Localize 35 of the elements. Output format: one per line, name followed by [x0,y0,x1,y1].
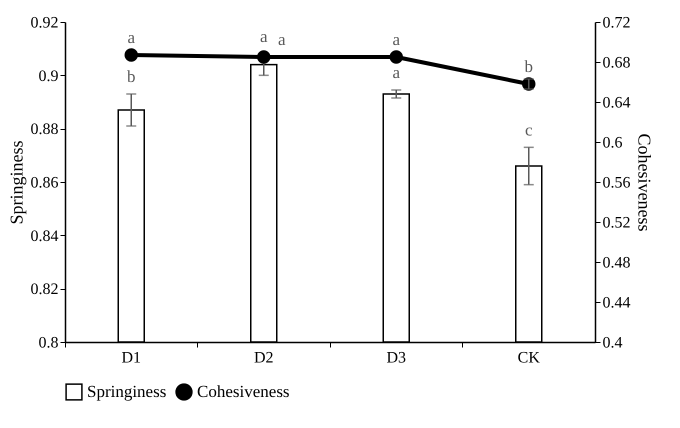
y2-tick-label: 0.72 [602,14,630,32]
point [257,50,270,64]
x-tick-label: D3 [386,350,406,366]
point [390,50,403,64]
y2-tick-label: 0.52 [602,214,630,232]
y-tick-label: 0.88 [30,121,58,138]
y-axis-title: Springiness [6,140,26,225]
annotation: c [524,120,533,140]
x-tick-label: D2 [254,350,274,366]
point [124,48,138,62]
y-tick-label: 0.86 [30,174,58,192]
annotation: a [278,30,286,49]
y2-tick-label: 0.4 [602,334,622,352]
y-tick-label: 0.82 [30,281,58,298]
y-tick-label: 0.84 [30,228,58,245]
annotation: a [260,27,268,46]
x-tick-label: CK [518,350,540,366]
x-tick-label: D1 [121,350,142,366]
annotation: a [127,28,136,48]
annotation: a [392,30,400,49]
y-tick-label: 0.92 [30,14,58,32]
annotation: b [127,67,136,86]
legend-label: Cohesiveness [197,382,290,401]
annotation: b [524,56,533,76]
annotation: a [392,63,400,82]
y-tick-label: 0.8 [38,334,58,352]
y2-tick-label: 0.68 [602,54,630,72]
legend-label: Springiness [87,382,166,401]
y2-axis-title: Cohesiveness [634,134,654,232]
y2-tick-label: 0.48 [602,254,630,272]
y2-tick-label: 0.6 [602,134,622,152]
y-tick-label: 0.9 [38,68,58,85]
y2-tick-label: 0.56 [602,174,630,192]
y2-tick-label: 0.64 [602,94,630,112]
y2-tick-label: 0.44 [602,294,630,312]
